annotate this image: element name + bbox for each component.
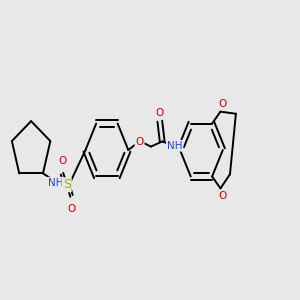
Text: O: O bbox=[218, 99, 226, 109]
Text: O: O bbox=[58, 156, 66, 166]
Text: NH: NH bbox=[48, 178, 63, 188]
Text: O: O bbox=[68, 204, 76, 214]
Text: NH: NH bbox=[167, 141, 182, 151]
Text: O: O bbox=[218, 191, 226, 201]
Text: O: O bbox=[136, 136, 144, 146]
Text: O: O bbox=[156, 109, 164, 118]
Text: S: S bbox=[63, 178, 71, 191]
